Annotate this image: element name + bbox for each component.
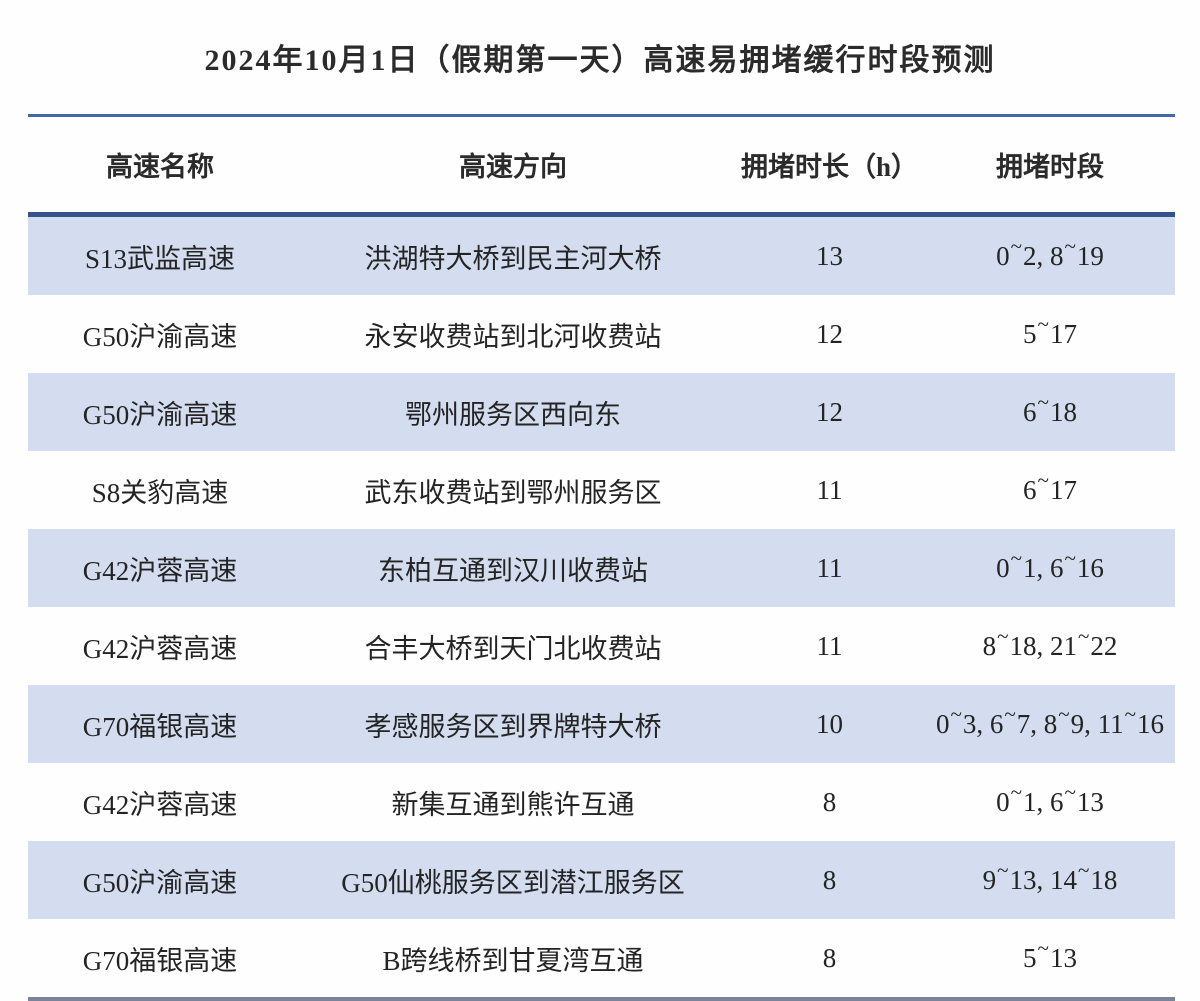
bottom-divider: [28, 997, 1175, 1001]
cell-periods: 6~18: [1023, 389, 1077, 427]
table-row: S13武监高速 洪湖特大桥到民主河大桥 13 0~2, 8~19: [28, 217, 1175, 295]
cell-direction: 合丰大桥到天门北收费站: [364, 633, 662, 664]
header-cell-duration: 拥堵时长（h）: [740, 152, 919, 182]
cell-direction: 新集互通到熊许互通: [391, 789, 635, 820]
header-cell-highway-name: 高速名称: [106, 152, 214, 182]
cell-duration: 8: [822, 864, 837, 895]
page-title: 2024年10月1日（假期第一天）高速易拥堵缓行时段预测: [204, 44, 996, 77]
table-row: G42沪蓉高速 合丰大桥到天门北收费站 11 8~18, 21~22: [28, 607, 1175, 685]
congestion-table: 高速名称 高速方向 拥堵时长（h） 拥堵时段 S13武监高速 洪湖特大桥到民主河大…: [28, 114, 1175, 1001]
cell-highway-name: G50沪渝高速: [82, 399, 238, 430]
cell-duration: 12: [816, 396, 843, 427]
header-cell-periods: 拥堵时段: [996, 152, 1104, 182]
cell-direction: 永安收费站到北河收费站: [364, 321, 662, 352]
cell-periods: 6~17: [1023, 467, 1077, 505]
cell-highway-name: G42沪蓉高速: [82, 633, 238, 664]
table-row: G42沪蓉高速 新集互通到熊许互通 8 0~1, 6~13: [28, 763, 1175, 841]
cell-highway-name: S13武监高速: [84, 243, 236, 274]
cell-duration: 12: [816, 318, 843, 349]
header-divider: [28, 212, 1175, 217]
table-row: G70福银高速 B跨线桥到甘夏湾互通 8 5~13: [28, 919, 1175, 997]
cell-periods: 5~13: [1023, 935, 1077, 973]
cell-highway-name: G70福银高速: [82, 711, 238, 742]
cell-highway-name: G42沪蓉高速: [82, 555, 238, 586]
cell-duration: 8: [822, 942, 837, 973]
cell-duration: 11: [816, 630, 843, 661]
cell-direction: 洪湖特大桥到民主河大桥: [364, 243, 662, 274]
cell-periods: 0~1, 6~16: [996, 545, 1104, 583]
table-row: G50沪渝高速 鄂州服务区西向东 12 6~18: [28, 373, 1175, 451]
cell-duration: 11: [816, 552, 843, 583]
cell-periods: 9~13, 14~18: [982, 857, 1118, 895]
header-cell-direction: 高速方向: [459, 152, 567, 182]
table-row: S8关豹高速 武东收费站到鄂州服务区 11 6~17: [28, 451, 1175, 529]
cell-periods: 8~18, 21~22: [982, 623, 1118, 661]
cell-duration: 11: [816, 474, 843, 505]
cell-periods: 0~2, 8~19: [996, 233, 1104, 271]
cell-periods: 5~17: [1023, 311, 1077, 349]
cell-highway-name: S8关豹高速: [91, 477, 229, 508]
cell-duration: 13: [816, 240, 843, 271]
cell-direction: G50仙桃服务区到潜江服务区: [341, 867, 685, 898]
table-header-row: 高速名称 高速方向 拥堵时长（h） 拥堵时段: [28, 117, 1175, 212]
cell-direction: 孝感服务区到界牌特大桥: [364, 711, 662, 742]
cell-duration: 10: [816, 708, 843, 739]
cell-direction: B跨线桥到甘夏湾互通: [382, 945, 644, 976]
cell-highway-name: G70福银高速: [82, 945, 238, 976]
table-row: G50沪渝高速 G50仙桃服务区到潜江服务区 8 9~13, 14~18: [28, 841, 1175, 919]
title-bar: 2024年10月1日（假期第一天）高速易拥堵缓行时段预测: [0, 0, 1200, 114]
cell-highway-name: G50沪渝高速: [82, 867, 238, 898]
cell-direction: 武东收费站到鄂州服务区: [364, 477, 662, 508]
title-divider: [28, 114, 1175, 117]
table-row: G50沪渝高速 永安收费站到北河收费站 12 5~17: [28, 295, 1175, 373]
table-body: S13武监高速 洪湖特大桥到民主河大桥 13 0~2, 8~19 G50沪渝高速 永安收费…: [28, 217, 1175, 997]
cell-duration: 8: [822, 786, 837, 817]
cell-direction: 东柏互通到汉川收费站: [378, 555, 648, 586]
table-row: G70福银高速 孝感服务区到界牌特大桥 10 0~3, 6~7, 8~9, 11~16: [28, 685, 1175, 763]
cell-highway-name: G50沪渝高速: [82, 321, 238, 352]
cell-highway-name: G42沪蓉高速: [82, 789, 238, 820]
cell-periods: 0~3, 6~7, 8~9, 11~16: [935, 701, 1165, 739]
cell-periods: 0~1, 6~13: [996, 779, 1104, 817]
table-row: G42沪蓉高速 东柏互通到汉川收费站 11 0~1, 6~16: [28, 529, 1175, 607]
cell-direction: 鄂州服务区西向东: [405, 399, 621, 430]
